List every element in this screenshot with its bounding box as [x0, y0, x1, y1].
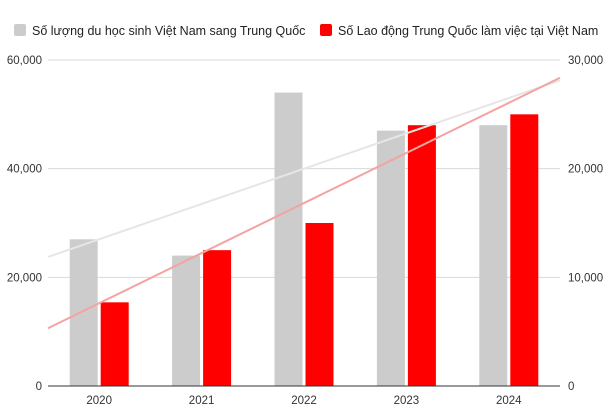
left-axis-ticks: 0 20,000 40,000 60,000: [7, 55, 42, 393]
right-tick-label: 10,000: [568, 272, 603, 284]
legend-swatch-du-hoc-sinh: [14, 24, 26, 36]
x-tick-label: 2023: [394, 395, 420, 407]
legend-swatch-lao-dong: [320, 24, 332, 36]
x-axis-ticks: 2020 2021 2022 2023 2024: [86, 395, 522, 407]
trendline-lao-dong: [47, 76, 561, 330]
left-tick-label: 60,000: [7, 55, 42, 67]
bars: [69, 92, 539, 386]
bar-du-hoc-sinh-2023: [376, 130, 405, 386]
bar-du-hoc-sinh-2022: [274, 92, 303, 386]
x-tick-label: 2021: [189, 395, 215, 407]
legend: Số lượng du học sinh Việt Nam sang Trung…: [14, 24, 598, 38]
x-tick-label: 2020: [86, 395, 112, 407]
left-tick-label: 20,000: [7, 272, 42, 284]
legend-label-lao-dong: Số Lao động Trung Quốc làm việc tại Việt…: [338, 24, 598, 38]
right-tick-label: 30,000: [568, 55, 603, 67]
left-tick-label: 0: [36, 381, 42, 393]
x-tick-label: 2022: [291, 395, 317, 407]
bar-lao-dong-2022: [305, 223, 334, 386]
right-tick-label: 0: [568, 381, 574, 393]
bar-du-hoc-sinh-2021: [172, 255, 201, 386]
x-tick-label: 2024: [496, 395, 522, 407]
bar-du-hoc-sinh-2020: [69, 239, 98, 386]
bar-lao-dong-2024: [510, 114, 539, 386]
right-axis-ticks: 0 10,000 20,000 30,000: [568, 55, 603, 393]
trendlines: [47, 76, 561, 330]
bar-lao-dong-2023: [407, 125, 436, 386]
legend-label-du-hoc-sinh: Số lượng du học sinh Việt Nam sang Trung…: [32, 24, 305, 38]
right-tick-label: 20,000: [568, 164, 603, 176]
bar-du-hoc-sinh-2024: [479, 125, 508, 386]
trendline-du-hoc-sinh: [47, 79, 561, 258]
left-tick-label: 40,000: [7, 164, 42, 176]
bar-lao-dong-2020: [100, 302, 129, 386]
bar-lao-dong-2021: [203, 250, 232, 386]
